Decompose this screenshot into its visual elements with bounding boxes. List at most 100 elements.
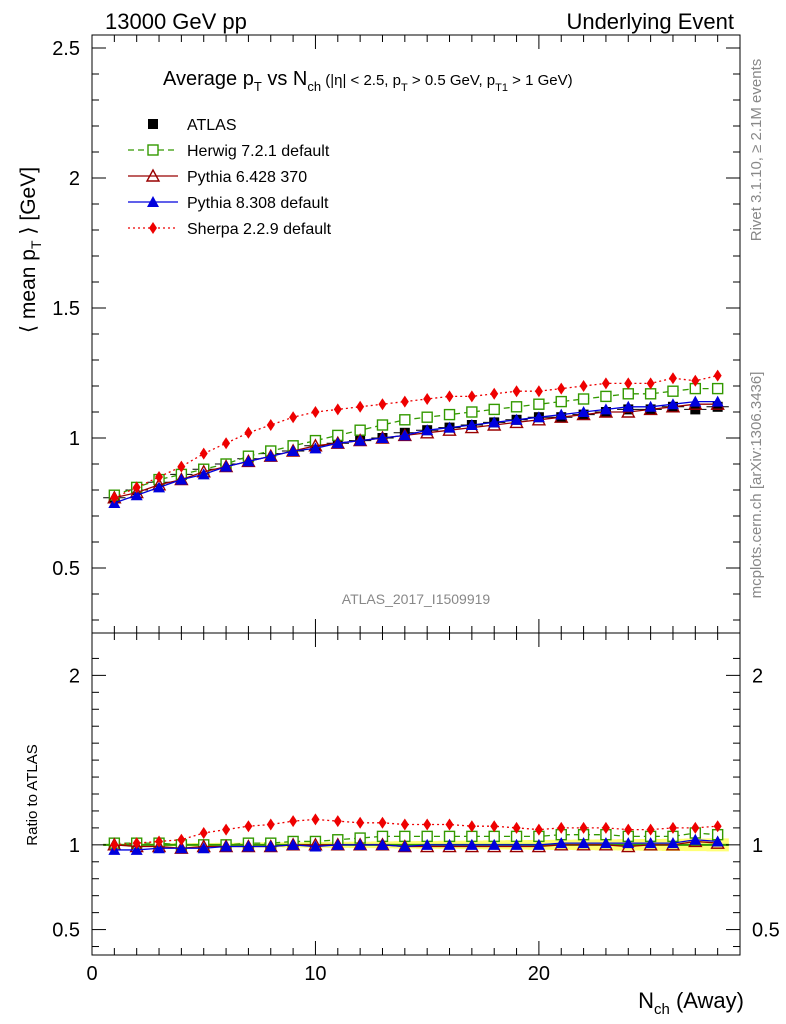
main-y-axis-label: ⟨ mean pT ⟩ [GeV]: [17, 167, 44, 333]
data-point: [646, 823, 655, 836]
data-point: [244, 426, 253, 439]
x-tick-label: 0: [86, 963, 97, 985]
ratio-y-tick-label-right: 1: [752, 835, 763, 857]
data-point: [398, 840, 411, 852]
data-point: [466, 406, 478, 418]
data-point: [579, 380, 588, 392]
plot-title: Average pT vs Nch (|η| < 2.5, pT > 0.5 G…: [163, 68, 573, 94]
data-point: [467, 390, 476, 403]
process-label: Underlying Event: [566, 9, 734, 34]
data-point: [311, 406, 320, 418]
data-point: [711, 382, 724, 395]
data-point: [354, 838, 367, 850]
data-point: [644, 388, 657, 400]
data-point: [443, 838, 456, 850]
data-point: [378, 816, 387, 829]
data-point: [624, 377, 633, 390]
data-point: [175, 842, 188, 854]
data-point: [155, 835, 164, 848]
data-point: [557, 821, 566, 834]
data-point: [510, 413, 523, 425]
data-point: [532, 411, 545, 423]
series-line: [114, 403, 718, 499]
data-point: [264, 840, 277, 852]
data-point: [599, 837, 612, 849]
main-series: [103, 369, 729, 508]
analysis-watermark: ATLAS_2017_I1509919: [342, 591, 491, 607]
data-point: [465, 419, 478, 430]
data-point: [110, 491, 119, 504]
data-point: [132, 837, 141, 850]
series-line: [114, 818, 718, 846]
series-line: [114, 840, 718, 849]
legend: ATLAS Herwig 7.2.1 default Pythia 6.428 37…: [128, 117, 332, 238]
data-point: [423, 393, 432, 405]
series-line: [114, 387, 718, 496]
data-point: [175, 473, 188, 485]
data-point: [199, 447, 208, 460]
ratio-y-tick-label-right: 2: [752, 665, 763, 687]
y-tick-label: 0.5: [52, 558, 80, 580]
energy-label: 13000 GeV pp: [105, 9, 247, 34]
data-point: [149, 222, 157, 234]
data-point: [490, 387, 499, 400]
axes: 0 10 20 0.5 1 1.5 2 2.5 0.5 0.5 1 1 2 2: [52, 35, 780, 985]
data-point: [689, 395, 702, 407]
series-sherpa-2-2-9-default: [110, 369, 722, 504]
legend-label: ATLAS: [187, 117, 237, 134]
legend-entry: Pythia 8.308 default: [128, 195, 329, 212]
data-point: [667, 385, 679, 397]
data-point: [555, 395, 567, 408]
data-point: [689, 833, 702, 845]
data-point: [555, 837, 568, 849]
data-point: [309, 840, 322, 852]
data-point: [289, 815, 298, 828]
data-point: [467, 820, 476, 833]
legend-label: Sherpa 2.2.9 default: [187, 221, 332, 238]
data-point: [510, 838, 523, 850]
data-point: [333, 403, 342, 416]
legend-entry: Sherpa 2.2.9 default: [128, 221, 332, 238]
data-point: [220, 460, 233, 472]
data-point: [311, 813, 320, 826]
data-point: [376, 838, 389, 850]
data-point: [421, 424, 434, 436]
data-point: [512, 385, 521, 398]
data-point: [309, 442, 322, 454]
data-point: [130, 843, 143, 855]
data-point: [622, 400, 635, 412]
series-sherpa-2-2-9-default: [110, 813, 722, 851]
data-point: [579, 821, 588, 834]
data-point: [378, 398, 387, 411]
data-point: [711, 395, 724, 407]
data-point: [199, 826, 208, 839]
data-point: [400, 395, 409, 408]
data-point: [177, 460, 186, 473]
data-point: [465, 838, 478, 850]
data-point: [148, 119, 158, 129]
data-point: [266, 818, 275, 831]
data-point: [222, 437, 231, 450]
ratio-y-tick-label: 1: [69, 835, 80, 857]
x-tick-label: 20: [528, 963, 550, 985]
data-point: [443, 408, 456, 421]
data-point: [331, 838, 344, 850]
data-point: [488, 416, 501, 428]
ratio-y-axis-label: Ratio to ATLAS: [24, 744, 41, 845]
data-point: [155, 471, 164, 483]
data-point: [601, 821, 610, 834]
data-point: [197, 842, 210, 854]
series-line: [114, 400, 718, 504]
data-point: [713, 369, 722, 382]
data-point: [145, 168, 161, 182]
data-point: [555, 408, 568, 420]
data-point: [713, 820, 722, 833]
data-point: [421, 411, 433, 423]
data-point: [691, 374, 700, 387]
data-point: [264, 450, 277, 462]
data-point: [398, 429, 411, 441]
data-point: [599, 403, 612, 415]
data-point: [668, 372, 677, 385]
data-point: [557, 382, 566, 395]
data-point: [712, 401, 723, 412]
